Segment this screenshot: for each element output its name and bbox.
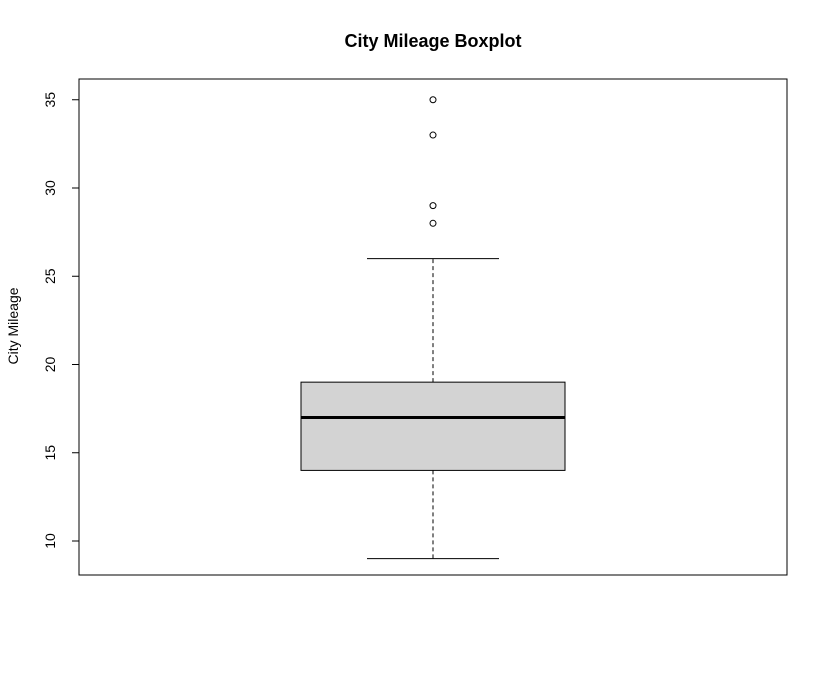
y-axis: 10 15 20 25 30 35 [42,92,80,549]
y-tick-label-25: 25 [42,268,58,284]
outlier-point-29 [429,202,437,210]
outlier-point-35 [429,96,437,104]
y-tick-label-10: 10 [42,533,58,549]
y-tick-label-35: 35 [42,92,58,108]
y-axis-label: City Mileage [5,287,21,364]
chart-title: City Mileage Boxplot [344,31,521,51]
outlier-point-28 [429,219,437,227]
y-tick-label-30: 30 [42,180,58,196]
y-tick-label-15: 15 [42,445,58,461]
y-tick-label-20: 20 [42,357,58,373]
iqr-box [300,381,566,471]
outlier-point-33 [429,131,437,139]
box-group [300,96,566,560]
